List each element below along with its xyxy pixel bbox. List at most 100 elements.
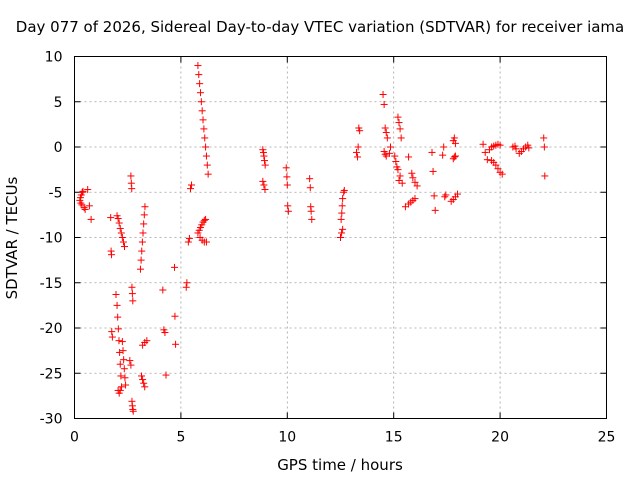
x-axis-label: GPS time / hours xyxy=(277,456,403,474)
data-point xyxy=(204,170,212,178)
data-point xyxy=(116,224,124,232)
data-point xyxy=(81,205,89,213)
data-point xyxy=(354,153,362,161)
data-point xyxy=(117,229,125,237)
data-point xyxy=(431,206,439,214)
data-point xyxy=(352,148,360,156)
data-point xyxy=(140,211,148,219)
data-point xyxy=(121,374,129,382)
data-point xyxy=(114,325,122,333)
data-point xyxy=(78,188,86,196)
data-point xyxy=(338,229,346,237)
data-point xyxy=(87,215,95,223)
data-point xyxy=(387,143,395,151)
data-point xyxy=(183,279,191,287)
data-point xyxy=(385,149,393,157)
data-point xyxy=(203,161,211,169)
y-tick-label: 5 xyxy=(54,95,63,111)
data-point xyxy=(119,347,127,355)
data-point xyxy=(496,141,504,149)
data-point xyxy=(200,216,208,224)
data-point xyxy=(440,143,448,151)
data-point xyxy=(337,215,345,223)
data-point xyxy=(202,143,210,151)
data-point xyxy=(260,152,268,160)
data-point xyxy=(116,360,124,368)
data-point xyxy=(129,407,137,415)
data-point xyxy=(108,251,116,259)
data-point xyxy=(184,238,192,246)
data-point xyxy=(339,195,347,203)
y-tick-label: 0 xyxy=(54,140,63,156)
data-point xyxy=(85,202,93,210)
data-point xyxy=(494,165,502,173)
data-point xyxy=(115,219,123,227)
data-point xyxy=(394,113,402,121)
data-point xyxy=(128,283,136,291)
y-tick-label: 10 xyxy=(45,50,63,66)
data-point xyxy=(383,134,391,142)
data-point xyxy=(441,193,449,201)
data-point xyxy=(108,328,116,336)
data-point xyxy=(379,91,387,99)
data-point xyxy=(196,80,204,88)
y-tick-label: -25 xyxy=(40,366,63,382)
y-tick-label: -20 xyxy=(40,321,63,337)
data-point xyxy=(185,234,193,242)
data-point xyxy=(197,98,205,106)
data-point xyxy=(162,371,170,379)
x-tick-label: 15 xyxy=(385,430,403,446)
data-point xyxy=(481,148,489,156)
data-point xyxy=(182,283,190,291)
data-point xyxy=(398,179,406,187)
data-point xyxy=(261,157,269,165)
data-point xyxy=(483,156,491,164)
data-point xyxy=(395,119,403,127)
data-point xyxy=(116,386,124,394)
data-point xyxy=(115,337,123,345)
data-point xyxy=(116,348,124,356)
data-point xyxy=(307,207,315,215)
data-point xyxy=(339,225,347,233)
data-point xyxy=(284,202,292,210)
data-point xyxy=(260,181,268,189)
data-point xyxy=(405,153,413,161)
data-point xyxy=(512,145,520,153)
data-point xyxy=(306,175,314,183)
data-point xyxy=(118,383,126,391)
data-point xyxy=(121,243,129,251)
data-point xyxy=(171,312,179,320)
data-point xyxy=(541,172,549,180)
data-point xyxy=(261,186,269,194)
data-point xyxy=(259,177,267,185)
data-point xyxy=(430,192,438,200)
y-tick-label: -30 xyxy=(40,412,63,428)
data-point xyxy=(356,127,364,135)
data-point xyxy=(188,181,196,189)
y-axis-label: SDTVAR / TECUs xyxy=(3,176,21,300)
data-point xyxy=(120,365,128,373)
data-point xyxy=(411,195,419,203)
axis-ticks: 0 5 10 15 20 25 -30 -25 -20 -15 -10 -5 0 5 10 xyxy=(40,50,616,446)
data-point xyxy=(442,191,450,199)
data-point xyxy=(451,139,459,147)
data-point xyxy=(396,125,404,133)
data-point xyxy=(381,124,389,132)
y-tick-label: -10 xyxy=(40,231,63,247)
data-point xyxy=(394,166,402,174)
x-tick-label: 0 xyxy=(70,430,79,446)
data-point xyxy=(282,164,290,172)
data-point xyxy=(114,214,122,222)
data-point xyxy=(540,134,548,142)
data-point xyxy=(308,215,316,223)
data-point xyxy=(261,161,269,169)
data-point xyxy=(159,286,167,294)
data-point xyxy=(194,62,202,70)
data-point xyxy=(141,383,149,391)
data-point xyxy=(122,381,130,389)
data-point xyxy=(143,337,151,345)
data-point xyxy=(450,153,458,161)
x-tick-label: 25 xyxy=(598,430,616,446)
data-point xyxy=(306,184,314,192)
data-point xyxy=(380,100,388,108)
